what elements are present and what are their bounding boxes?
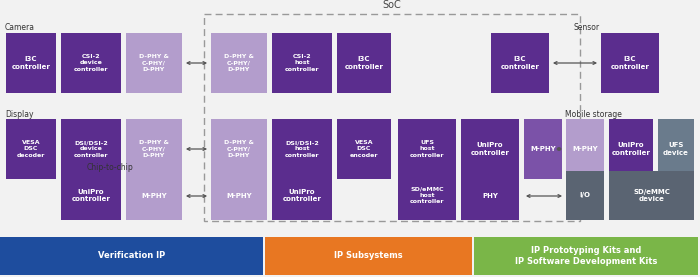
Text: D-PHY &
C-PHY/
D-PHY: D-PHY & C-PHY/ D-PHY	[224, 140, 254, 158]
FancyBboxPatch shape	[61, 171, 121, 220]
Text: M-PHY: M-PHY	[226, 193, 252, 199]
Text: PHY: PHY	[482, 193, 498, 199]
FancyBboxPatch shape	[126, 33, 182, 93]
FancyBboxPatch shape	[461, 119, 519, 179]
FancyBboxPatch shape	[337, 119, 391, 179]
Bar	[0, 237, 263, 275]
Text: Chip-to-chip: Chip-to-chip	[87, 163, 134, 172]
Text: VESA
DSC
decoder: VESA DSC decoder	[17, 140, 46, 158]
Text: VESA
DSC
encoder: VESA DSC encoder	[350, 140, 378, 158]
FancyBboxPatch shape	[61, 119, 121, 179]
Text: M-PHY: M-PHY	[572, 146, 598, 152]
FancyBboxPatch shape	[6, 119, 56, 179]
FancyBboxPatch shape	[61, 33, 121, 93]
Text: Display: Display	[5, 110, 34, 119]
Text: I3C
controller: I3C controller	[344, 56, 384, 70]
Text: I3C
controller: I3C controller	[610, 56, 650, 70]
Bar	[265, 237, 472, 275]
Text: IP Subsystems: IP Subsystems	[334, 252, 402, 260]
FancyBboxPatch shape	[272, 33, 332, 93]
Text: Mobile storage: Mobile storage	[565, 110, 622, 119]
FancyBboxPatch shape	[566, 119, 604, 179]
Text: D-PHY &
C-PHY/
D-PHY: D-PHY & C-PHY/ D-PHY	[139, 140, 169, 158]
Text: CSI-2
host
controller: CSI-2 host controller	[285, 54, 319, 72]
FancyBboxPatch shape	[211, 33, 267, 93]
FancyBboxPatch shape	[609, 119, 653, 179]
Text: Verification IP: Verification IP	[98, 252, 165, 260]
Text: Camera: Camera	[5, 23, 35, 32]
Text: D-PHY &
C-PHY/
D-PHY: D-PHY & C-PHY/ D-PHY	[139, 54, 169, 72]
Bar	[474, 237, 698, 275]
FancyBboxPatch shape	[6, 33, 56, 93]
Text: D-PHY &
C-PHY/
D-PHY: D-PHY & C-PHY/ D-PHY	[224, 54, 254, 72]
FancyBboxPatch shape	[566, 171, 604, 220]
Text: M-PHY: M-PHY	[141, 193, 167, 199]
Text: I3C
controller: I3C controller	[500, 56, 540, 70]
Text: DSI/DSI-2
device
controller: DSI/DSI-2 device controller	[74, 140, 108, 158]
FancyBboxPatch shape	[126, 119, 182, 179]
FancyBboxPatch shape	[524, 119, 562, 179]
FancyBboxPatch shape	[658, 119, 694, 179]
FancyBboxPatch shape	[398, 119, 456, 179]
Text: SD/eMMC
device: SD/eMMC device	[633, 189, 670, 202]
Text: SoC: SoC	[383, 0, 401, 10]
Text: I3C
controller: I3C controller	[12, 56, 50, 70]
Text: SD/eMMC
host
controller: SD/eMMC host controller	[410, 187, 444, 204]
FancyBboxPatch shape	[126, 171, 182, 220]
Text: M-PHY: M-PHY	[530, 146, 556, 152]
Text: UniPro
controller: UniPro controller	[612, 142, 650, 156]
Text: CSI-2
device
controller: CSI-2 device controller	[74, 54, 108, 72]
FancyBboxPatch shape	[491, 33, 549, 93]
Text: Sensor: Sensor	[574, 23, 600, 32]
FancyBboxPatch shape	[211, 171, 267, 220]
Text: UFS
device: UFS device	[663, 142, 689, 156]
FancyBboxPatch shape	[272, 119, 332, 179]
Text: UniPro
controller: UniPro controller	[283, 189, 321, 202]
Text: I/O: I/O	[580, 193, 591, 199]
Text: UFS
host
controller: UFS host controller	[410, 140, 444, 158]
FancyBboxPatch shape	[272, 171, 332, 220]
FancyBboxPatch shape	[211, 119, 267, 179]
FancyBboxPatch shape	[609, 171, 694, 220]
FancyBboxPatch shape	[601, 33, 659, 93]
Text: UniPro
controller: UniPro controller	[470, 142, 510, 156]
FancyBboxPatch shape	[461, 171, 519, 220]
Text: DSI/DSI-2
host
controller: DSI/DSI-2 host controller	[285, 140, 319, 158]
FancyBboxPatch shape	[337, 33, 391, 93]
FancyBboxPatch shape	[398, 171, 456, 220]
Bar	[204, 14, 580, 221]
Text: IP Prototyping Kits and
IP Software Development Kits: IP Prototyping Kits and IP Software Deve…	[514, 246, 657, 266]
Text: UniPro
controller: UniPro controller	[71, 189, 111, 202]
